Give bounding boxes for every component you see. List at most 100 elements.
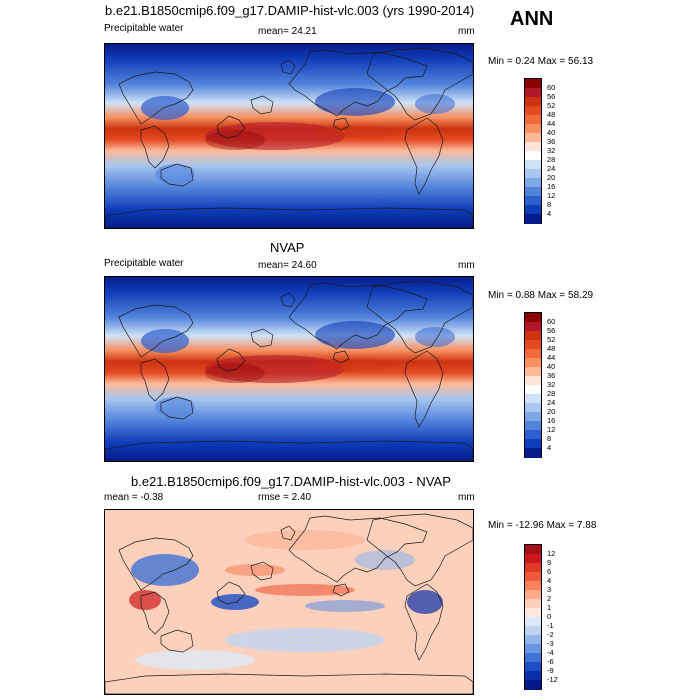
coastline xyxy=(160,163,194,187)
coastline xyxy=(105,207,473,228)
field-feature xyxy=(407,590,443,614)
colorbar-segment xyxy=(525,79,541,89)
coastline xyxy=(160,629,194,653)
panel-diff-mean-label: mean = -0.38 xyxy=(104,492,164,503)
coastline xyxy=(288,49,428,117)
panel-obs-units-label: mm xyxy=(458,260,475,271)
colorbar-segment xyxy=(525,205,541,215)
coastline xyxy=(160,396,194,420)
panel-model-map-svg xyxy=(105,44,473,228)
field-feature xyxy=(315,126,395,138)
coastline xyxy=(366,47,473,121)
colorbar-segment xyxy=(525,599,541,609)
colorbar-segment xyxy=(525,635,541,645)
field-feature xyxy=(129,590,161,610)
panel-obs-mean-label: mean= 24.60 xyxy=(258,260,317,271)
field-feature xyxy=(415,327,455,347)
colorbar-segment xyxy=(525,421,541,431)
colorbar-segment xyxy=(525,187,541,197)
colorbar-segment xyxy=(525,142,541,152)
colorbar-segment xyxy=(525,214,541,224)
colorbar-tick-label: 52 xyxy=(547,335,556,344)
field-feature xyxy=(355,550,415,570)
colorbar-tick-label: 32 xyxy=(547,380,556,389)
colorbar-tick-label: 32 xyxy=(547,146,556,155)
colorbar-segment xyxy=(525,403,541,413)
coastline xyxy=(250,95,274,115)
coastline xyxy=(105,673,473,694)
colorbar-tick-label: 4 xyxy=(547,443,552,452)
panel-model-map xyxy=(104,43,474,229)
coastline xyxy=(216,581,246,605)
colorbar-segment xyxy=(525,439,541,449)
colorbar-segment xyxy=(525,349,541,359)
field-feature xyxy=(205,130,265,150)
coastline xyxy=(288,282,428,350)
colorbar-segment xyxy=(525,169,541,179)
panel-diff-title: b.e21.B1850cmip6.f09_g17.DAMIP-hist-vlc.… xyxy=(131,474,451,489)
colorbar-segment xyxy=(525,124,541,134)
coastline xyxy=(140,358,170,402)
colorbar-tick-label: 28 xyxy=(547,389,556,398)
field-feature xyxy=(225,628,385,652)
colorbar-segment xyxy=(525,617,541,627)
coastline xyxy=(366,513,473,587)
colorbar-segment xyxy=(525,394,541,404)
colorbar-segment xyxy=(525,430,541,440)
panel-diff-map-svg xyxy=(105,510,473,694)
colorbar-segment xyxy=(525,554,541,564)
field-feature xyxy=(135,650,255,670)
panel-diff-map xyxy=(104,509,474,695)
colorbar-tick-label: 4 xyxy=(547,576,552,585)
coastline xyxy=(332,583,350,597)
colorbar-segment xyxy=(525,671,541,681)
colorbar-tick-label: -9 xyxy=(547,666,554,675)
colorbar-tick-label: 9 xyxy=(547,558,552,567)
field-feature xyxy=(211,594,259,610)
field-feature xyxy=(205,363,265,383)
colorbar-tick-label: 56 xyxy=(547,92,556,101)
colorbar-segment xyxy=(525,563,541,573)
colorbar-tick-label: 48 xyxy=(547,344,556,353)
field-feature xyxy=(141,96,189,120)
coastline xyxy=(366,280,473,354)
colorbar-segment xyxy=(525,545,541,555)
colorbar-segment xyxy=(525,322,541,332)
colorbar-segment xyxy=(525,385,541,395)
colorbar-tick-label: -6 xyxy=(547,657,554,666)
season-label: ANN xyxy=(510,8,554,30)
panel-obs-map xyxy=(104,276,474,462)
colorbar-tick-label: 36 xyxy=(547,137,556,146)
coastline xyxy=(250,328,274,348)
field-feature xyxy=(205,122,345,150)
coastline xyxy=(404,350,444,428)
panel-model-stats: Min = 0.24 Max = 56.13 xyxy=(488,56,594,67)
colorbar-segment xyxy=(525,358,541,368)
colorbar-tick-label: 6 xyxy=(547,567,552,576)
panel-diff-units-label: mm xyxy=(458,492,475,503)
field-feature xyxy=(131,554,199,586)
colorbar-segment xyxy=(525,376,541,386)
colorbar-segment xyxy=(525,653,541,663)
colorbar-tick-label: 8 xyxy=(547,200,552,209)
colorbar-tick-label: 48 xyxy=(547,110,556,119)
colorbar-segment xyxy=(525,133,541,143)
coastline xyxy=(404,117,444,195)
colorbar-tick-label: 60 xyxy=(547,83,556,92)
coastline xyxy=(216,348,246,372)
colorbar-segment xyxy=(525,115,541,125)
panel-obs-title: NVAP xyxy=(270,240,305,255)
colorbar-tick-label: 40 xyxy=(547,362,556,371)
colorbar-segment xyxy=(525,662,541,672)
colorbar-segment xyxy=(525,572,541,582)
coastline xyxy=(118,537,194,591)
colorbar-segment xyxy=(525,340,541,350)
panel-diff-colorbar: 12 9 6 4 3 2 1 0 -1 -2 -3 -4 -6 -9 -12 xyxy=(524,544,558,690)
coastline xyxy=(118,71,194,125)
colorbar-segment xyxy=(525,97,541,107)
colorbar-tick-label: 0 xyxy=(547,612,552,621)
colorbar-tick-label: 20 xyxy=(547,407,556,416)
colorbar-tick-label: 2 xyxy=(547,594,552,603)
colorbar-segment xyxy=(525,412,541,422)
colorbar-tick-label: 56 xyxy=(547,326,556,335)
